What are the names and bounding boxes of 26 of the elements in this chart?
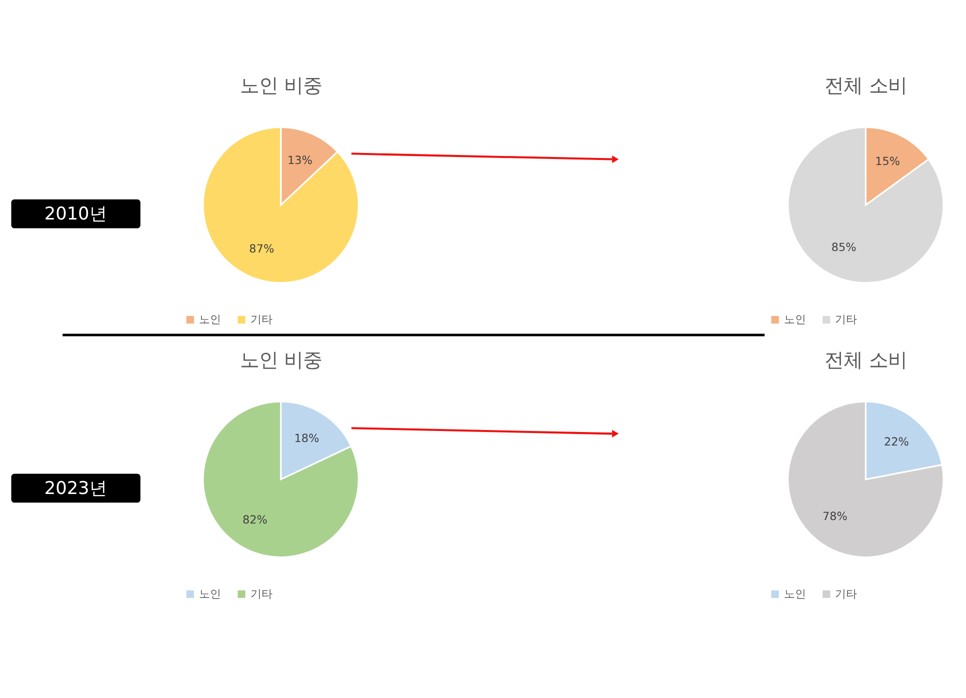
- data-label: 13%: [288, 154, 313, 167]
- legend-label: 노인: [784, 312, 806, 326]
- data-label: 15%: [875, 155, 900, 168]
- chart-title: 전체 소비: [824, 74, 907, 97]
- legend-label: 노인: [198, 587, 221, 600]
- chart-title: 노인 비중: [240, 348, 322, 372]
- data-label: 78%: [822, 510, 848, 523]
- legend-label: 기타: [250, 312, 272, 326]
- legend-label: 기타: [835, 587, 858, 600]
- legend-label: 노인: [198, 312, 221, 326]
- text: 2023년: [44, 478, 108, 499]
- data-label: 85%: [831, 241, 857, 254]
- legend-label: 노인: [784, 587, 806, 600]
- pie-slice: [202, 126, 360, 284]
- pie-slice: [787, 126, 944, 284]
- pie-slice: [787, 400, 944, 558]
- chart-title: 전체 소비: [824, 348, 907, 372]
- data-label: 22%: [884, 435, 910, 448]
- data-label: 82%: [242, 513, 268, 526]
- legend-label: 기타: [835, 312, 858, 326]
- text: 2010년: [44, 204, 108, 224]
- data-label: 18%: [294, 432, 320, 445]
- data-label: 87%: [249, 242, 274, 256]
- chart-title: 노인 비중: [240, 74, 322, 97]
- pie-slice: [202, 400, 360, 558]
- legend-label: 기타: [250, 587, 272, 600]
